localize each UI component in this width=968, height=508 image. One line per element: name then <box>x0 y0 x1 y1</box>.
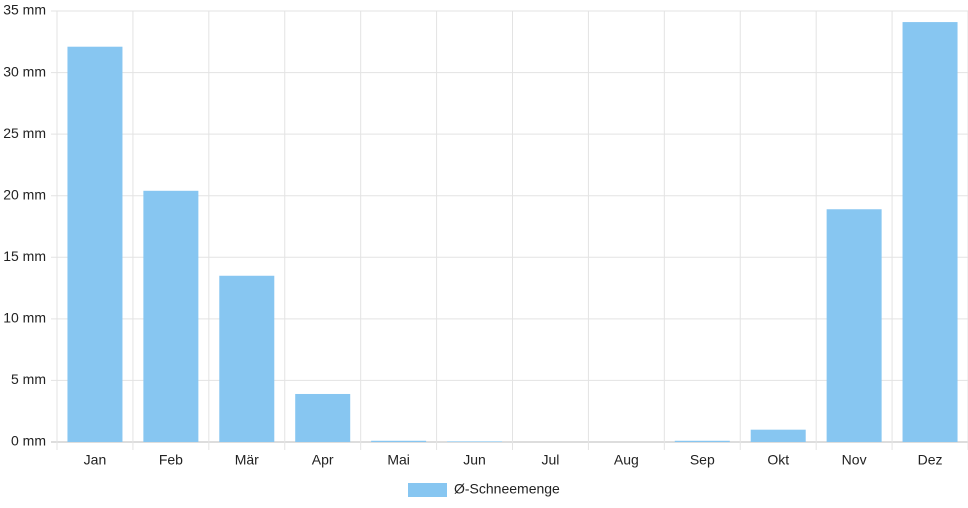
x-tick-label: Dez <box>918 452 943 468</box>
bar <box>674 440 730 442</box>
bar <box>143 190 199 442</box>
bar <box>219 275 275 442</box>
bar <box>750 429 806 442</box>
x-tick-label: Nov <box>842 452 867 468</box>
x-tick-label: Sep <box>690 452 715 468</box>
x-tick-label: Okt <box>767 452 789 468</box>
bar <box>826 209 882 442</box>
x-tick-label: Apr <box>312 452 334 468</box>
x-tick-label: Mär <box>235 452 259 468</box>
x-tick-label: Jun <box>463 452 486 468</box>
bar <box>67 46 123 443</box>
x-tick-label: Aug <box>614 452 639 468</box>
y-tick-label: 35 mm <box>3 2 46 18</box>
legend-swatch <box>408 483 447 497</box>
y-tick-label: 25 mm <box>3 125 46 141</box>
bar <box>902 22 958 443</box>
y-tick-label: 5 mm <box>11 371 46 387</box>
legend-label: Ø-Schneemenge <box>454 481 560 497</box>
bar <box>371 440 427 442</box>
x-tick-label: Feb <box>159 452 183 468</box>
x-tick-label: Jul <box>542 452 560 468</box>
y-tick-label: 30 mm <box>3 63 46 79</box>
x-tick-label: Mai <box>387 452 410 468</box>
y-tick-label: 15 mm <box>3 248 46 264</box>
x-tick-label: Jan <box>84 452 107 468</box>
y-tick-label: 0 mm <box>11 433 46 449</box>
y-tick-label: 20 mm <box>3 186 46 202</box>
bar <box>447 441 503 442</box>
y-tick-label: 10 mm <box>3 310 46 326</box>
bar <box>295 393 351 442</box>
